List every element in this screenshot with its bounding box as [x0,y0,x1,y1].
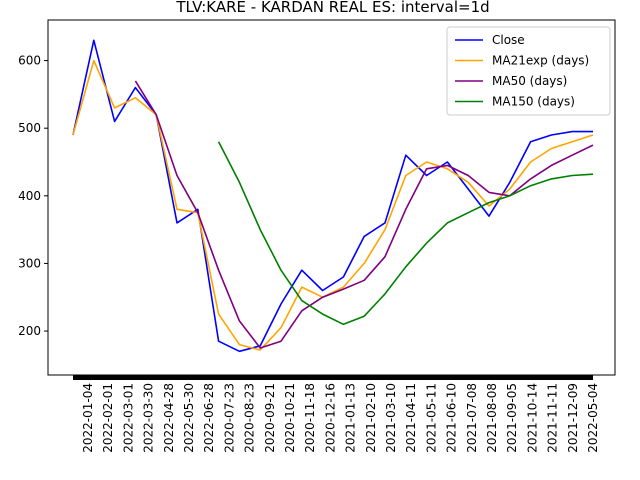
x-tick-label: 2021-05-11 [424,383,438,453]
x-tick-label: 2020-12-16 [323,383,337,453]
plot-lines [72,39,594,353]
plot-frame [47,19,616,376]
x-tick-label: 2022-04-28 [162,383,176,453]
x-tick-label: 2022-03-30 [142,383,156,453]
x-tick-label: 2021-09-05 [505,383,519,453]
x-tick-label: 2021-04-11 [404,383,418,453]
x-tick-label: 2021-07-08 [465,383,479,453]
chart-title: TLV:KARE - KARDAN REAL ES: interval=1d [175,0,489,16]
x-tick-label: 2020-11-18 [303,383,317,453]
x-tick-label: 2022-06-28 [202,383,216,453]
x-tick-label: 2021-01-13 [344,383,358,453]
x-tick-band [73,375,593,380]
x-tick-label: 2022-05-04 [586,383,600,453]
x-tick-label: 2022-03-01 [121,383,135,453]
legend-label: Close [492,33,525,47]
x-tick-label: 2021-06-10 [445,383,459,453]
x-tick-label: 2021-12-09 [566,383,580,453]
y-axis: 200 300 400 500 600 [18,54,48,338]
legend-label: MA50 (days) [492,74,567,88]
x-tick-label: 2022-01-04 [81,383,95,453]
legend-label: MA21exp (days) [492,54,589,68]
y-tick-label: 200 [18,324,41,338]
series-line-2 [134,80,594,349]
legend: Close MA21exp (days) MA50 (days) MA150 (day… [446,26,611,116]
x-axis: 2022-01-04 2022-02-01 2022-03-01 2022-03-30… [73,375,600,453]
x-tick-label: 2020-08-23 [243,383,257,453]
y-tick-label: 400 [18,189,41,203]
x-tick-label: 2021-10-14 [525,383,539,453]
x-tick-label: 2021-08-08 [485,383,499,453]
x-tick-label: 2020-07-23 [222,383,236,453]
y-tick-label: 600 [18,54,41,68]
legend-label: MA150 (days) [492,95,575,109]
x-tick-label: 2021-11-11 [546,383,560,453]
y-tick-label: 300 [18,256,41,270]
x-tick-label: 2022-02-01 [101,383,115,453]
x-tick-label: 2020-09-21 [263,383,277,453]
y-tick-label: 500 [18,121,41,135]
x-tick-label: 2022-05-30 [182,383,196,453]
x-tick-label: 2021-03-10 [384,383,398,453]
series-line-1 [72,59,594,351]
legend-box [446,26,611,116]
series-line-3 [217,141,594,326]
x-tick-label: 2020-10-21 [283,383,297,453]
x-tick-label: 2021-02-10 [364,383,378,453]
